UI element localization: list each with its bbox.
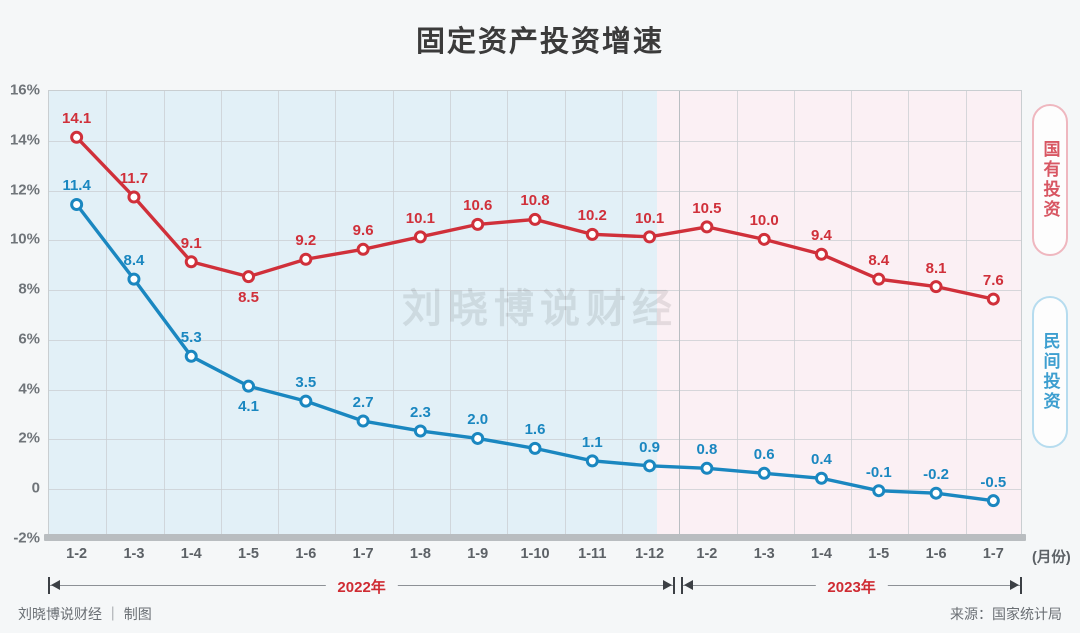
- x-tick-label: 1-6: [295, 546, 317, 562]
- year-arrow-right-icon: [663, 580, 673, 590]
- year-span-cap: [1020, 577, 1022, 594]
- x-tick-label: 1-11: [578, 546, 607, 562]
- x-tick-label: 1-4: [810, 546, 832, 562]
- data-point-label: 1.6: [524, 421, 546, 439]
- data-point-label: 0.6: [753, 446, 775, 464]
- y-tick-label: 6%: [18, 330, 40, 348]
- y-tick-label: 12%: [9, 181, 40, 199]
- legend-private-label: 民间投资: [1040, 332, 1060, 412]
- x-tick-label: 1-7: [352, 546, 374, 562]
- data-point-label: 10.1: [634, 209, 665, 227]
- year-arrow-left-icon: [51, 580, 60, 590]
- x-tick-label: 1-9: [467, 546, 489, 562]
- x-tick-label: 1-7: [982, 546, 1004, 562]
- x-tick-label: 1-3: [753, 546, 775, 562]
- y-tick-label: 8%: [18, 280, 40, 298]
- data-point-label: 4.1: [238, 398, 259, 416]
- data-point-label: 8.4: [868, 252, 890, 270]
- x-tick-label: 1-4: [180, 546, 202, 562]
- data-point-label: 9.1: [180, 234, 202, 252]
- x-tick-label: 1-3: [123, 546, 145, 562]
- data-point-label: 3.5: [295, 374, 317, 392]
- year-arrow-left-icon: [684, 580, 694, 590]
- data-point-label: 10.5: [692, 199, 722, 217]
- year-range-indicator: 2022年 2023年: [0, 572, 1080, 598]
- year-span-cap: [673, 577, 676, 594]
- data-point-label: 5.3: [180, 329, 202, 347]
- x-tick-label: 1-5: [868, 546, 890, 562]
- data-point-label: 8.1: [925, 259, 947, 277]
- data-point-label: 10.0: [749, 212, 779, 230]
- legend-state-label: 国有投资: [1040, 140, 1060, 220]
- y-tick-label: 2%: [18, 429, 40, 447]
- page-title: 固定资产投资增速: [415, 26, 664, 58]
- data-point-label: -0.1: [865, 463, 892, 481]
- data-point-label: 0.4: [811, 451, 832, 469]
- data-point-label: 10.8: [520, 192, 550, 210]
- x-tick-label: 1-2: [696, 546, 718, 562]
- data-point-label: 0.8: [696, 441, 718, 459]
- data-point-label: 8.5: [238, 288, 259, 306]
- data-point-label: 2.3: [409, 403, 431, 421]
- data-point-label: 9.6: [352, 222, 374, 240]
- data-point-label: 7.6: [982, 272, 1004, 290]
- data-point-label: 11.7: [119, 170, 149, 188]
- y-tick-label: 4%: [18, 380, 40, 398]
- data-point-label: 9.2: [295, 232, 317, 250]
- y-tick-label: 0: [31, 479, 40, 497]
- data-point-label: 10.6: [463, 197, 493, 215]
- year-label: 2023年: [815, 576, 888, 597]
- data-point-label: 2.0: [467, 411, 489, 429]
- year-span-cap: [681, 577, 684, 594]
- y-tick-label: 14%: [9, 131, 40, 149]
- x-tick-label: 1-8: [409, 546, 431, 562]
- data-point-label: -0.2: [923, 466, 949, 484]
- data-point-label: 2.7: [352, 394, 374, 412]
- data-point-label: 11.4: [62, 177, 91, 195]
- data-point-label: 0.9: [639, 438, 661, 456]
- footer-source: 来源：国家统计局: [950, 606, 1062, 622]
- data-point-label: 1.1: [581, 433, 603, 451]
- x-axis-bar: [44, 534, 1026, 541]
- data-point-label: 10.2: [577, 207, 607, 225]
- x-tick-label: 1-12: [635, 546, 665, 562]
- legend-private-investment[interactable]: 民间投资: [1032, 296, 1068, 448]
- y-tick-label: -2%: [13, 529, 40, 547]
- year-label: 2022年: [325, 576, 398, 597]
- x-tick-label: 1-5: [238, 546, 259, 562]
- x-axis-unit: (月份): [1032, 550, 1071, 566]
- data-point-label: -0.5: [980, 473, 1007, 491]
- year-arrow-right-icon: [1010, 580, 1019, 590]
- data-point-label: 10.1: [405, 209, 436, 227]
- x-tick-label: 1-6: [925, 546, 947, 562]
- data-point-label: 8.4: [123, 252, 145, 270]
- year-span-cap: [48, 577, 50, 594]
- footer-credit: 刘晓博说财经 ｜ 制图: [18, 606, 152, 622]
- x-tick-label: 1-2: [66, 546, 88, 562]
- data-point-label: 14.1: [62, 110, 92, 128]
- x-tick-label: 1-10: [520, 546, 550, 562]
- data-point-label: 9.4: [811, 227, 832, 245]
- y-tick-label: 10%: [9, 230, 40, 248]
- legend-state-owned-investment[interactable]: 国有投资: [1032, 104, 1068, 256]
- y-tick-label: 16%: [9, 81, 40, 99]
